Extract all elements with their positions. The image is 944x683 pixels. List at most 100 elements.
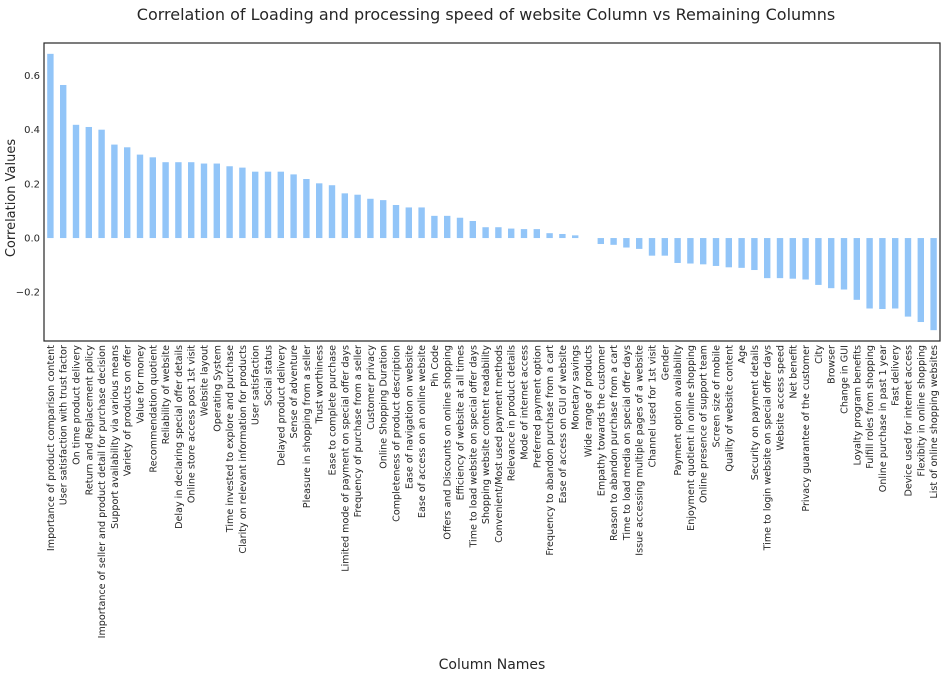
x-tick-label: User satisfaction bbox=[251, 345, 262, 425]
x-tick-label: Browser bbox=[827, 345, 838, 384]
bar-44 bbox=[610, 238, 617, 245]
bar-56 bbox=[764, 238, 771, 279]
bar-20 bbox=[303, 179, 310, 239]
x-tick-label: Ease to complete purchase bbox=[328, 345, 339, 476]
x-tick-label: Issue accessing multiple pages of a webs… bbox=[635, 345, 646, 556]
x-tick-label: Relevance in product details bbox=[507, 345, 518, 481]
x-tick-label: On time product delivery bbox=[72, 345, 83, 465]
x-tick-label: Frequency to abandon purchase from a car… bbox=[545, 345, 556, 556]
y-tick-label: −0.2 bbox=[16, 288, 40, 299]
bar-8 bbox=[149, 157, 156, 239]
bar-1 bbox=[60, 84, 67, 239]
x-tick-label: Preferred payment option bbox=[532, 345, 543, 468]
x-tick-label: Operating System bbox=[212, 345, 223, 432]
x-tick-label: Efficiency of website at all times bbox=[456, 345, 467, 500]
bar-51 bbox=[700, 238, 707, 265]
bar-49 bbox=[674, 238, 681, 263]
x-tick-label: Quality of website content bbox=[724, 345, 735, 472]
bar-57 bbox=[776, 238, 784, 279]
x-tick-label: Importance of product comparison content bbox=[46, 345, 57, 551]
x-tick-label: Delayed product delivery bbox=[276, 345, 287, 466]
x-tick-label: Ease of access on GUI of website bbox=[558, 345, 569, 503]
bar-27 bbox=[392, 205, 400, 239]
bar-16 bbox=[252, 171, 259, 239]
x-tick-label: Ease of access on an online website bbox=[417, 345, 428, 518]
x-tick-label: Pin Code bbox=[430, 345, 441, 387]
bar-68 bbox=[917, 238, 924, 323]
bar-43 bbox=[597, 238, 604, 245]
bar-60 bbox=[815, 238, 822, 285]
x-tick-label: Pleasure in shopping from a seller bbox=[302, 345, 313, 508]
x-tick-label: Time to load media on special offer days bbox=[622, 345, 633, 541]
x-tick-label: Support availability via various means bbox=[110, 345, 121, 529]
bar-6 bbox=[124, 147, 131, 239]
bar-53 bbox=[725, 238, 732, 268]
x-tick-label: Mode of internet access bbox=[520, 345, 531, 460]
x-tick-label: Reliability of website bbox=[161, 345, 172, 444]
x-tick-label: Device used for internet access bbox=[904, 345, 915, 497]
bar-41 bbox=[572, 235, 579, 239]
bar-22 bbox=[328, 185, 336, 239]
bar-63 bbox=[853, 238, 860, 300]
x-tick-label: Delay in declaring special offer details bbox=[174, 345, 185, 529]
x-tick-label: Social status bbox=[264, 345, 275, 406]
bar-group bbox=[47, 53, 937, 331]
x-tick-label: Reason to abandon purchase from a cart bbox=[609, 345, 620, 541]
bar-12 bbox=[200, 163, 208, 239]
chart-title: Correlation of Loading and processing sp… bbox=[137, 5, 835, 24]
x-tick-label: Payment option availability bbox=[673, 345, 684, 476]
x-tick-label: Time to login website on special offer d… bbox=[763, 345, 774, 551]
bar-47 bbox=[648, 238, 656, 256]
x-tick-label: Completeness of product description bbox=[392, 345, 403, 522]
x-tick-label: Importance of seller and product detail … bbox=[97, 345, 108, 638]
x-tick-label: Privacy guarantee of the customer bbox=[801, 345, 812, 512]
bar-38 bbox=[533, 229, 540, 239]
x-tick-label: Convenient/Most used payment methods bbox=[494, 345, 505, 543]
y-tick-label: 0.2 bbox=[24, 179, 40, 190]
bar-33 bbox=[469, 220, 476, 239]
bar-25 bbox=[367, 198, 374, 239]
bar-2 bbox=[72, 124, 80, 239]
x-tick-label: Net benefit bbox=[788, 345, 799, 399]
x-tick-label: Enjoyment quotient in online shopping bbox=[686, 345, 697, 531]
x-tick-label: City bbox=[814, 345, 825, 364]
x-tick-label: Shopping website content readability bbox=[481, 345, 492, 524]
x-tick-label: Online Shopping Duration bbox=[379, 345, 390, 469]
bar-54 bbox=[738, 238, 745, 268]
x-tick-label: Monetary savings bbox=[571, 345, 582, 430]
x-tick-label: Frequency of purchase from a seller bbox=[353, 345, 364, 517]
bar-50 bbox=[687, 238, 694, 264]
x-tick-label: Wide range of products bbox=[584, 345, 595, 457]
bar-13 bbox=[213, 163, 220, 239]
bar-30 bbox=[431, 215, 438, 239]
x-tick-label: Online presence of support team bbox=[699, 345, 710, 503]
x-tick-label: User satisfaction with trust factor bbox=[59, 345, 70, 505]
bar-45 bbox=[623, 238, 630, 248]
x-tick-label: Ease of navigation on website bbox=[404, 345, 415, 489]
bar-64 bbox=[866, 238, 873, 309]
x-axis-label: Column Names bbox=[439, 657, 546, 673]
y-axis-ticks: −0.2 0.0 0.2 0.4 0.6 bbox=[16, 71, 40, 299]
plot-frame bbox=[43, 42, 941, 342]
x-tick-label: Recommendation quotient bbox=[148, 345, 159, 473]
bar-48 bbox=[661, 238, 668, 256]
x-tick-label: Empathy towards the customer bbox=[596, 345, 607, 496]
x-tick-label: Value for money bbox=[136, 345, 147, 424]
x-tick-label: Fulfill roles from shopping bbox=[865, 345, 876, 469]
x-tick-label: Return and Replacement policy bbox=[84, 345, 95, 496]
x-tick-label: Flexibity in online shopping bbox=[916, 345, 927, 477]
bar-3 bbox=[85, 126, 92, 239]
bar-59 bbox=[802, 238, 809, 280]
bar-46 bbox=[636, 238, 643, 249]
bar-26 bbox=[380, 200, 387, 239]
bar-19 bbox=[290, 174, 297, 239]
bar-17 bbox=[264, 171, 272, 239]
x-tick-label: Screen size of mobile bbox=[712, 345, 723, 448]
y-tick-label: 0.4 bbox=[24, 125, 40, 136]
x-tick-label: Sense of adventure bbox=[289, 345, 300, 439]
x-tick-label: Online purchase in past 1 year bbox=[878, 345, 889, 492]
x-tick-label: Loyalty program benefits bbox=[852, 345, 863, 466]
bar-66 bbox=[892, 238, 899, 309]
bar-58 bbox=[789, 238, 796, 279]
